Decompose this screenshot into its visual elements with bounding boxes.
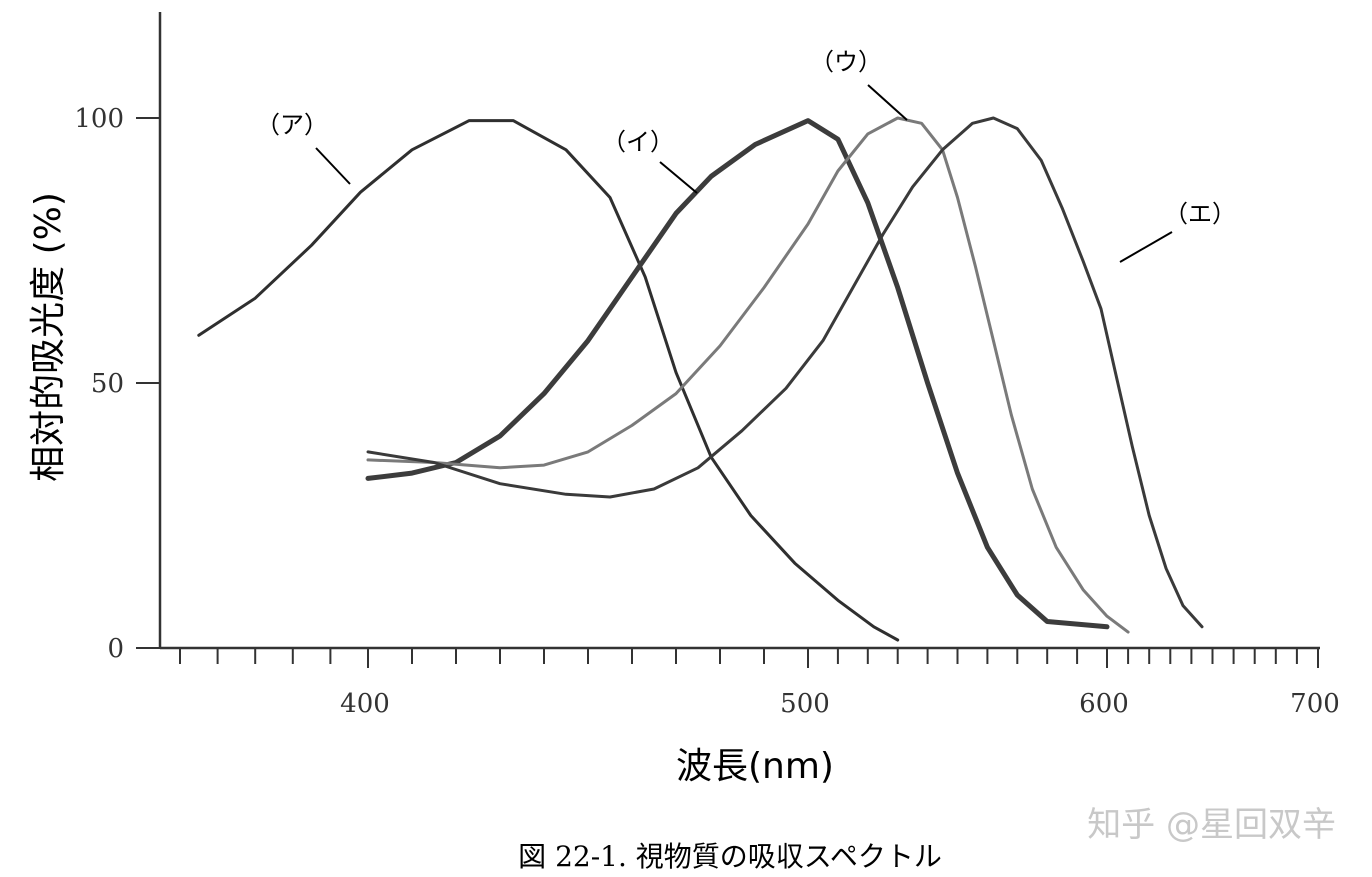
y-axis-title: 相対的吸光度 (%) [28, 192, 69, 482]
callout-leader-3 [867, 84, 908, 121]
series-label-4: （エ） [1164, 200, 1236, 228]
axes [158, 12, 1320, 650]
x-axis-title: 波長(nm) [676, 746, 834, 787]
axis-ticks [136, 117, 1319, 668]
x-tick-label: 600 [1079, 689, 1129, 719]
watermark: 知乎 @星回双辛 [1087, 805, 1336, 845]
y-tick-label: 100 [74, 104, 124, 134]
x-tick-label: 700 [1290, 689, 1340, 719]
callout-leader-4 [1119, 231, 1173, 263]
series-label-1: （ア） [256, 111, 328, 139]
callout-leader-2 [659, 161, 698, 194]
series-label-3: （ウ） [810, 48, 882, 76]
series-label-2: （イ） [602, 128, 674, 156]
x-tick-label: 500 [780, 689, 830, 719]
series-callouts: （ア） （イ） （ウ） （エ） [256, 48, 1236, 263]
series-line-1 [197, 119, 900, 642]
series-line-2 [365, 118, 1110, 630]
x-tick-label: 400 [340, 689, 390, 719]
axis-tick-labels: 400 500 600 700 0 50 100 [74, 104, 1339, 719]
figure-caption: 図 22-1. 視物質の吸収スペクトル [518, 840, 942, 873]
callout-leader-1 [315, 147, 351, 185]
series-lines [197, 116, 1204, 642]
series-line-3 [366, 116, 1130, 634]
y-tick-label: 50 [91, 369, 124, 399]
series-line-4 [366, 116, 1204, 629]
y-tick-label: 0 [107, 634, 124, 664]
